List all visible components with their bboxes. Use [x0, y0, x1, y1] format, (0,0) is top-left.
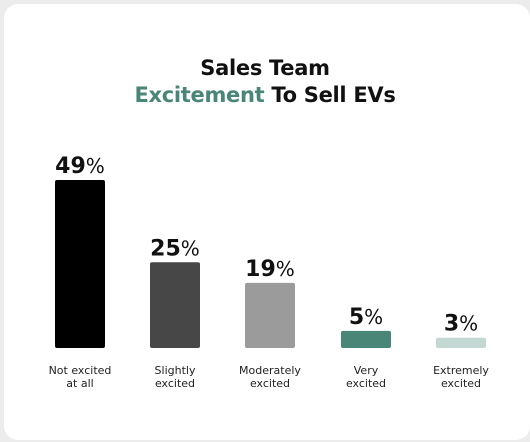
chart-title-line2: Excitement To Sell EVs: [0, 83, 530, 107]
data-label-3: 19%: [245, 257, 295, 282]
category-label-1: Not excited at all: [49, 364, 112, 390]
data-label-1: 49%: [55, 154, 105, 179]
bar-3: [245, 282, 295, 348]
category-label-4: Very excited: [346, 364, 386, 390]
category-label-2: Slightly excited: [155, 364, 196, 390]
bar-4: [341, 330, 391, 348]
chart-title-accent: Excitement: [134, 83, 265, 107]
bar-1: [55, 180, 105, 348]
bar-5: [436, 337, 486, 348]
chart-title-line1: Sales Team: [200, 56, 330, 80]
data-label-2: 25%: [150, 236, 200, 261]
bar-2: [150, 262, 200, 348]
category-label-5: Extremely excited: [433, 364, 489, 390]
data-label-5: 3%: [444, 312, 478, 337]
chart-title-rest: To Sell EVs: [264, 83, 396, 107]
category-label-3: Moderately excited: [239, 364, 301, 390]
data-label-4: 5%: [349, 305, 383, 330]
